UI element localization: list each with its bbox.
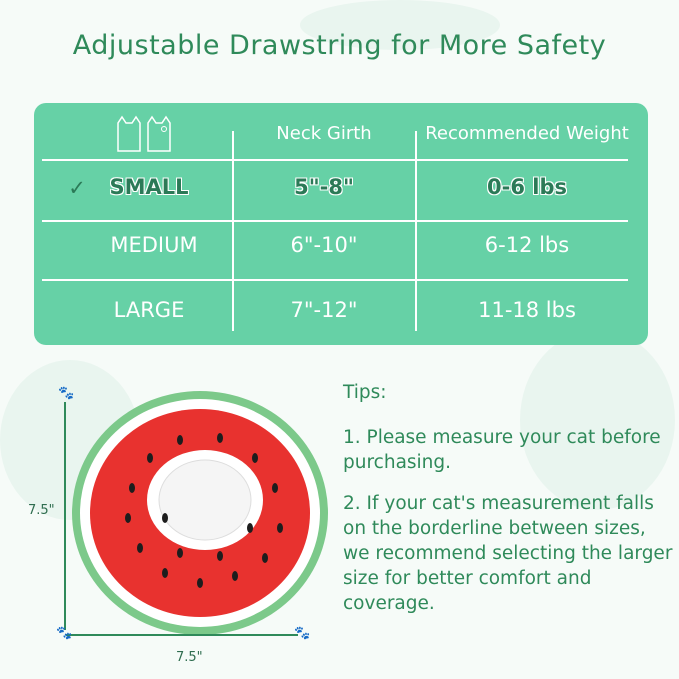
header-neck-girth: Neck Girth [276,123,372,144]
weight: 0-6 lbs [487,175,567,199]
background-decoration [300,0,500,50]
size-table: Neck Girth Recommended Weight ✓ SMALL 5"… [34,103,648,345]
column-divider [232,131,234,331]
neck-girth: 6"-10" [290,233,358,257]
neck-girth: 7"-12" [290,298,358,322]
watermelon-collar-image [72,391,328,635]
header-recommended-weight: Recommended Weight [425,123,629,144]
width-dimension-line [66,634,298,636]
neck-girth: 5"-8" [294,175,354,199]
height-label: 7.5" [28,503,55,518]
check-icon: ✓ [68,176,86,200]
row-divider [42,279,628,281]
tip-item: 2. If your cat's measurement falls on th… [343,493,673,614]
row-divider [42,220,628,222]
weight: 6-12 lbs [484,233,570,257]
paw-icon: 🐾 [294,626,311,641]
weight: 11-18 lbs [478,298,576,322]
height-dimension-line [64,402,66,630]
paw-icon: 🐾 [56,626,73,641]
size-label: SMALL [109,175,189,199]
tips-section: Tips: 1. Please measure your cat before … [343,380,673,632]
page-title: Adjustable Drawstring for More Safety [72,30,607,61]
size-label: LARGE [113,298,185,322]
paw-icon: 🐾 [58,386,75,401]
size-label: MEDIUM [110,233,198,257]
column-divider [415,131,417,331]
background-decoration [520,330,675,510]
tips-heading: Tips: [343,382,387,403]
width-label: 7.5" [176,650,203,665]
row-divider [42,159,628,161]
tip-item: 1. Please measure your cat before purcha… [343,427,661,473]
two-cats-icon [117,115,171,152]
